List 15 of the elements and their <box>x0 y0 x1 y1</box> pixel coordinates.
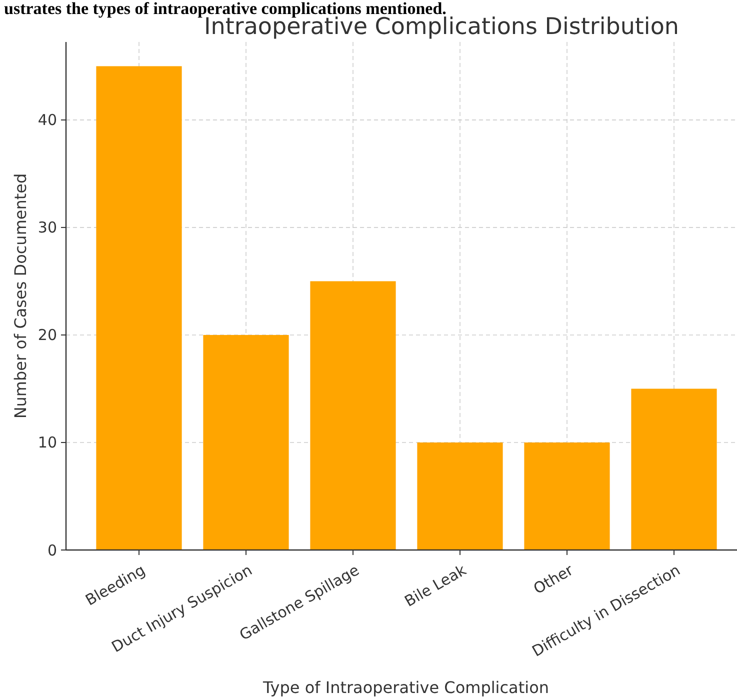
y-tick-label: 30 <box>38 218 57 237</box>
text: ustrates the types of intraoperative complications mentioned. <box>4 0 446 18</box>
y-tick-label: 10 <box>38 434 57 452</box>
x-axis-title: Type of Intraoperative Complication <box>262 678 549 697</box>
y-tick-label: 20 <box>38 326 57 344</box>
bar <box>631 388 717 550</box>
bar <box>310 281 396 550</box>
bar <box>96 66 182 550</box>
y-axis-title: Number of Cases Documented <box>11 173 30 419</box>
x-tick-label: Bile Leak <box>402 560 470 610</box>
bar <box>417 442 503 550</box>
bar <box>524 442 610 550</box>
y-tick-label: 40 <box>38 111 57 130</box>
bar <box>203 334 289 550</box>
y-tick-label: 0 <box>47 541 57 560</box>
